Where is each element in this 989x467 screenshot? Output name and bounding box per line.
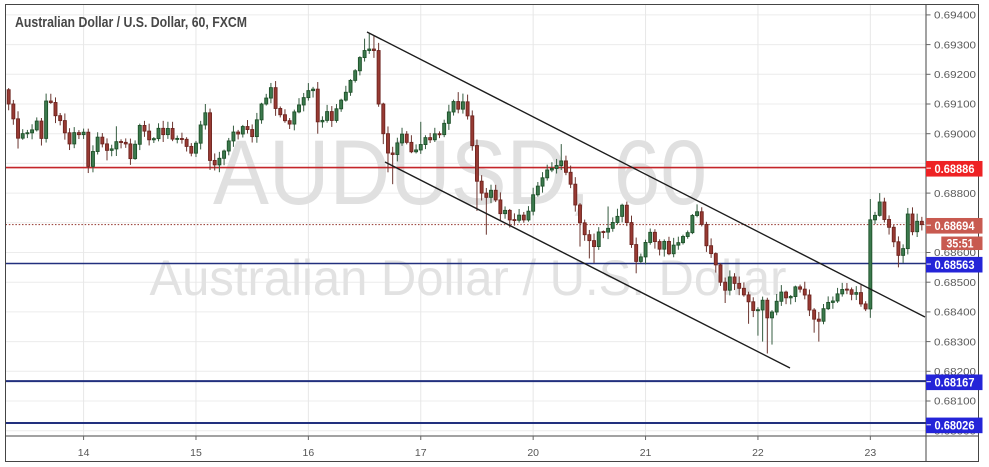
svg-text:20: 20 [527, 447, 539, 459]
svg-text:0.68300: 0.68300 [934, 336, 976, 348]
svg-text:0.68694: 0.68694 [935, 221, 976, 233]
svg-text:0.68563: 0.68563 [935, 260, 975, 272]
svg-text:14: 14 [78, 447, 90, 459]
svg-text:Australian Dollar / U.S. Dolla: Australian Dollar / U.S. Dollar [150, 250, 787, 306]
svg-text:0.68026: 0.68026 [935, 420, 975, 432]
svg-text:22: 22 [752, 447, 764, 459]
svg-text:17: 17 [415, 447, 427, 459]
svg-text:0.68100: 0.68100 [934, 396, 976, 408]
svg-text:0.69400: 0.69400 [934, 10, 976, 22]
svg-text:23: 23 [864, 447, 876, 459]
svg-text:0.69300: 0.69300 [934, 39, 976, 51]
svg-text:0.68600: 0.68600 [934, 247, 976, 259]
svg-text:35:51: 35:51 [947, 238, 975, 250]
svg-text:21: 21 [640, 447, 652, 459]
svg-text:15: 15 [190, 447, 202, 459]
svg-text:0.69200: 0.69200 [934, 69, 976, 81]
svg-text:0.68167: 0.68167 [935, 377, 975, 389]
svg-text:0.69000: 0.69000 [934, 128, 976, 140]
svg-text:AUDUSD, 60: AUDUSD, 60 [213, 122, 707, 224]
svg-text:0.69100: 0.69100 [934, 99, 976, 111]
svg-text:0.68800: 0.68800 [934, 188, 976, 200]
svg-text:0.68886: 0.68886 [935, 164, 975, 176]
svg-text:0.68500: 0.68500 [934, 277, 976, 289]
svg-text:0.68400: 0.68400 [934, 307, 976, 319]
svg-text:16: 16 [303, 447, 315, 459]
svg-text:Australian Dollar / U.S. Dolla: Australian Dollar / U.S. Dollar, 60, FXC… [15, 14, 247, 31]
